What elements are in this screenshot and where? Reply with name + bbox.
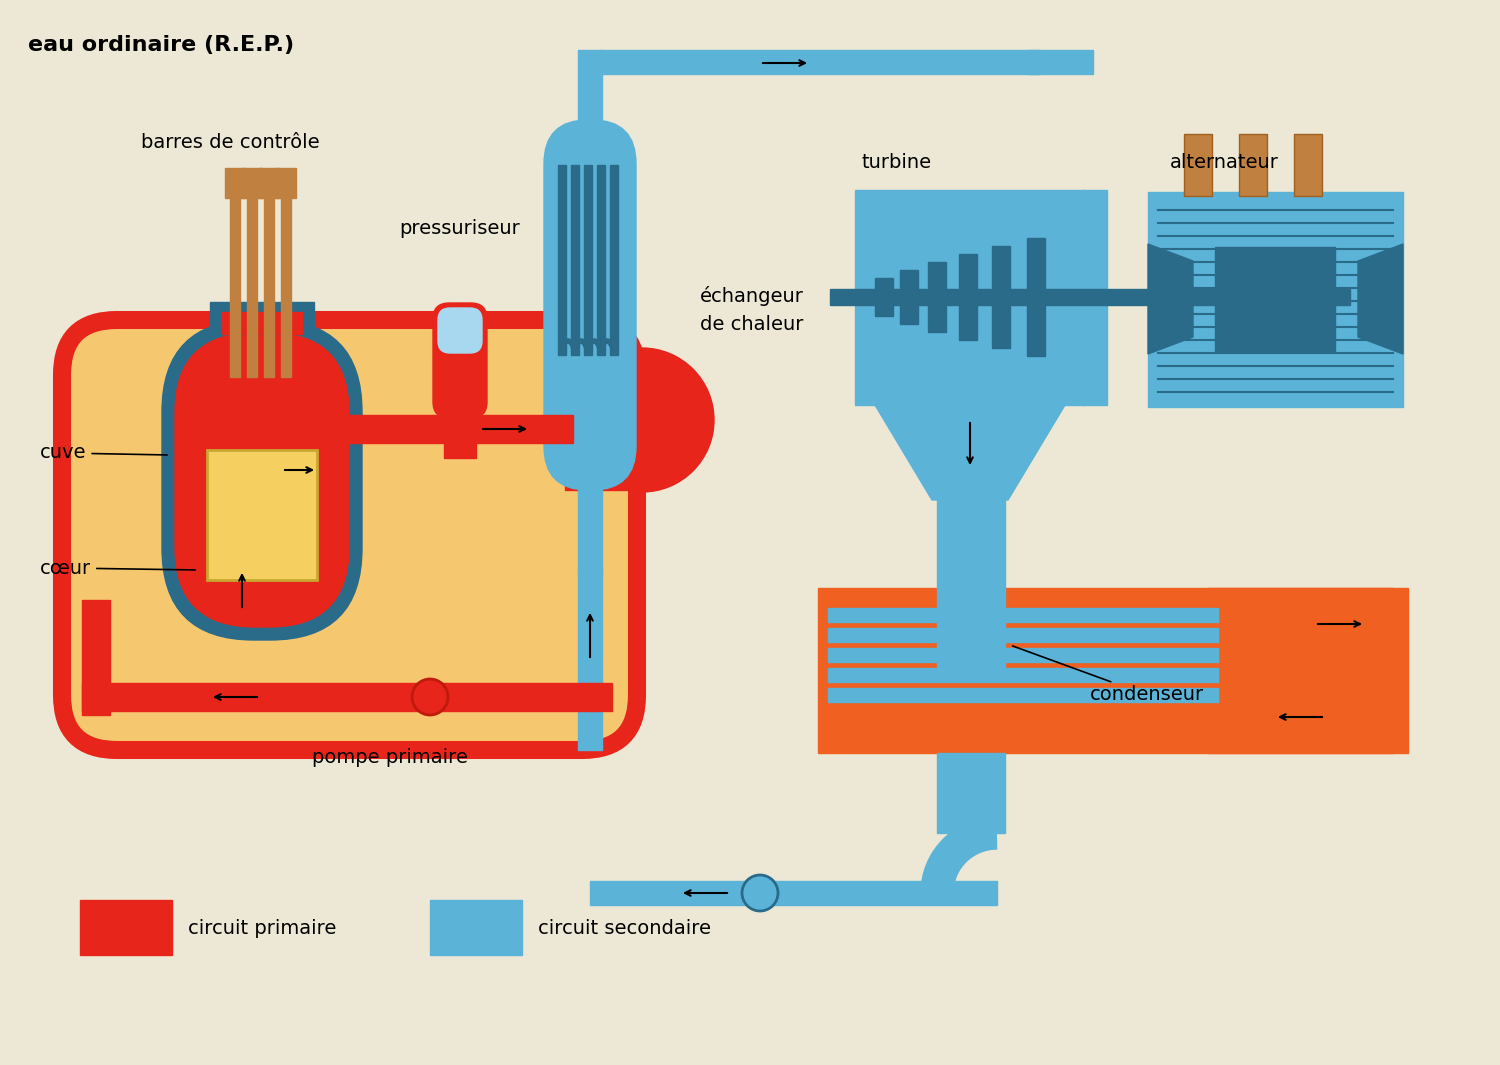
Bar: [938, 498, 1005, 613]
Bar: [610, 165, 618, 355]
Bar: [1148, 192, 1402, 407]
Text: pompe primaire: pompe primaire: [312, 748, 468, 767]
FancyBboxPatch shape: [438, 308, 482, 353]
Bar: [82, 600, 110, 715]
Polygon shape: [1028, 237, 1045, 356]
Bar: [578, 50, 602, 175]
Bar: [818, 588, 1408, 753]
Bar: [444, 443, 476, 458]
Polygon shape: [992, 246, 1010, 348]
Bar: [230, 197, 240, 377]
Bar: [80, 900, 172, 955]
Text: barres de contrôle: barres de contrôle: [141, 133, 320, 152]
Bar: [1208, 681, 1394, 753]
FancyBboxPatch shape: [433, 304, 488, 417]
FancyBboxPatch shape: [176, 333, 350, 627]
Bar: [207, 450, 316, 580]
Text: cuve: cuve: [40, 443, 166, 462]
Bar: [260, 168, 279, 198]
Bar: [242, 168, 262, 198]
Bar: [584, 165, 592, 355]
Bar: [225, 168, 245, 198]
Text: alternateur: alternateur: [1170, 153, 1280, 173]
Wedge shape: [642, 348, 714, 492]
Bar: [597, 165, 604, 355]
Bar: [248, 197, 256, 377]
Bar: [572, 165, 579, 355]
Polygon shape: [900, 271, 918, 324]
Bar: [830, 289, 1350, 305]
Bar: [578, 485, 602, 575]
Bar: [828, 648, 1218, 662]
Bar: [1184, 134, 1212, 196]
Bar: [828, 608, 1218, 622]
Bar: [828, 688, 1218, 702]
Bar: [600, 50, 1040, 73]
Bar: [1294, 134, 1322, 196]
Polygon shape: [1148, 244, 1192, 354]
Bar: [1083, 190, 1107, 405]
Polygon shape: [928, 262, 946, 332]
Bar: [938, 610, 1005, 679]
Bar: [558, 165, 566, 355]
Text: eau ordinaire (R.E.P.): eau ordinaire (R.E.P.): [28, 35, 294, 55]
Bar: [338, 415, 573, 443]
FancyBboxPatch shape: [62, 320, 638, 750]
Text: circuit secondaire: circuit secondaire: [538, 918, 711, 937]
Circle shape: [413, 679, 448, 715]
Bar: [1208, 588, 1394, 660]
Text: condenseur: condenseur: [1013, 646, 1204, 705]
Bar: [1028, 50, 1094, 73]
Bar: [855, 190, 1084, 405]
Text: circuit primaire: circuit primaire: [188, 918, 336, 937]
Text: cœur: cœur: [40, 558, 195, 577]
Bar: [1239, 134, 1268, 196]
Bar: [828, 668, 1218, 682]
Polygon shape: [874, 278, 892, 316]
Bar: [938, 753, 1005, 833]
Bar: [276, 168, 296, 198]
FancyBboxPatch shape: [162, 320, 362, 640]
Bar: [578, 570, 602, 750]
Text: pressuriseur: pressuriseur: [399, 219, 520, 237]
Circle shape: [742, 875, 778, 911]
Bar: [590, 881, 998, 905]
Bar: [566, 350, 645, 490]
Polygon shape: [958, 253, 976, 340]
Bar: [210, 302, 314, 334]
Polygon shape: [874, 405, 1065, 499]
FancyBboxPatch shape: [544, 120, 636, 490]
Bar: [450, 412, 470, 447]
Bar: [82, 683, 612, 711]
Bar: [430, 900, 522, 955]
Bar: [1215, 247, 1335, 351]
Bar: [222, 312, 302, 334]
Text: turbine: turbine: [862, 153, 932, 173]
Bar: [828, 628, 1218, 642]
Text: échangeur
de chaleur: échangeur de chaleur: [700, 286, 804, 334]
Bar: [264, 197, 274, 377]
Bar: [280, 197, 291, 377]
Polygon shape: [1358, 244, 1402, 354]
